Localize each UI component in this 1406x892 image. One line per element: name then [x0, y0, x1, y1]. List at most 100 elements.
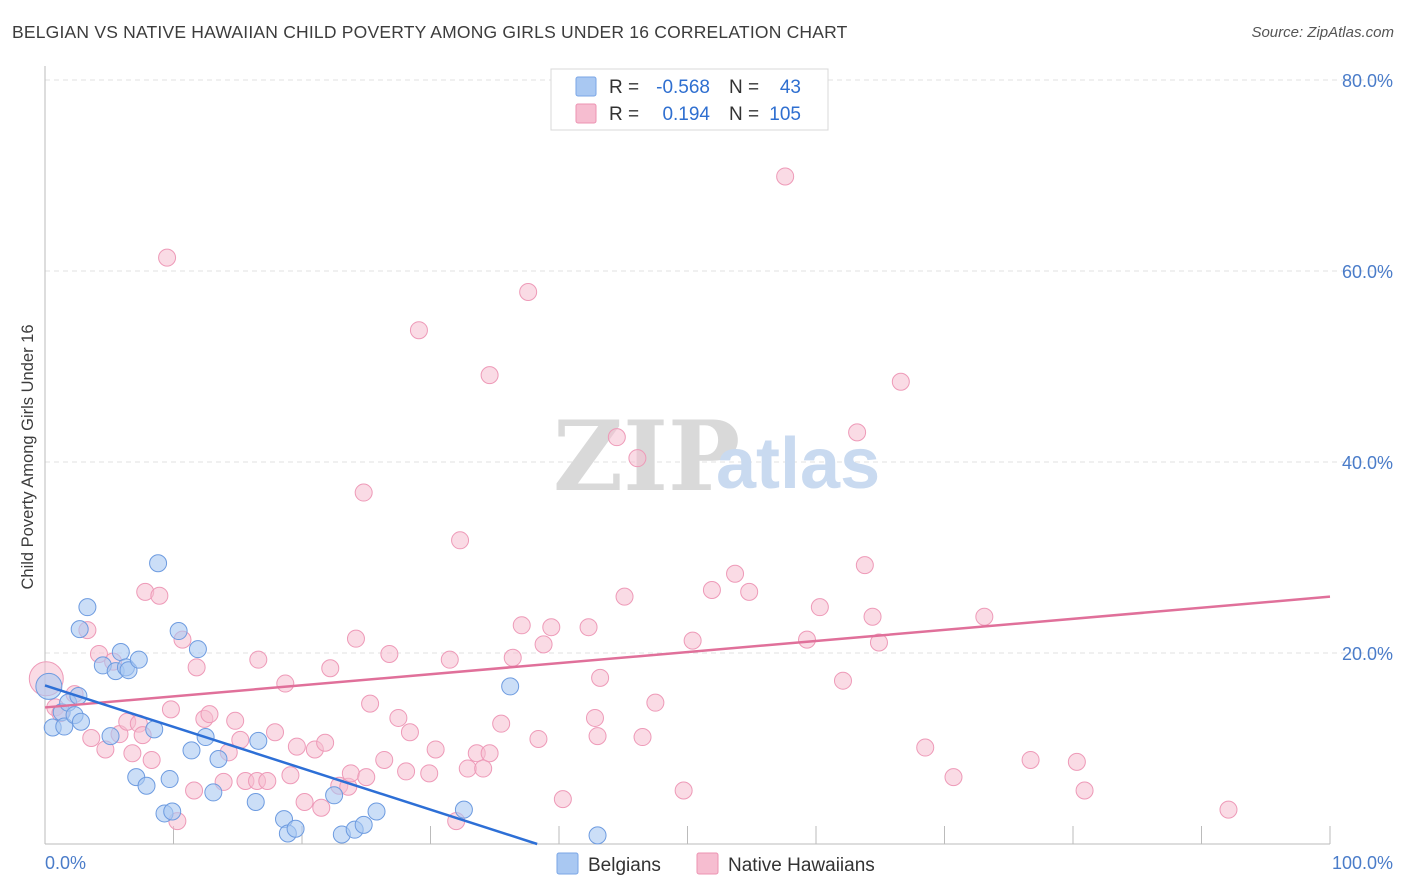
native-hawaiian-point — [287, 737, 306, 756]
native-hawaiian-point — [975, 607, 994, 626]
native-hawaiian-point — [295, 792, 314, 811]
native-hawaiian-point — [633, 728, 652, 747]
belgian-point — [588, 826, 607, 845]
native-hawaiian-point — [1021, 750, 1040, 769]
native-hawaiian-point — [161, 700, 180, 719]
native-hawaiian-point — [863, 607, 882, 626]
watermark: ZIP atlas — [553, 400, 880, 513]
native-hawaiian-point — [1067, 752, 1086, 771]
native-hawaiian-point — [726, 564, 745, 583]
native-hawaiian-point — [341, 764, 360, 783]
native-hawaiian-point — [585, 708, 604, 727]
native-hawaiian-point — [833, 671, 852, 690]
belgian-point — [78, 598, 97, 617]
native-hawaiian-point — [579, 618, 598, 637]
native-hawaiian-point — [1075, 781, 1094, 800]
native-hawaiian-point — [512, 616, 531, 635]
native-hawaiian-point — [628, 449, 647, 468]
native-hawaiian-point — [810, 598, 829, 617]
native-hawaiian-point — [187, 658, 206, 677]
belgian-point — [246, 792, 265, 811]
belgian-point — [169, 622, 188, 641]
belgian-point — [249, 731, 268, 750]
native-hawaiian-point — [400, 723, 419, 742]
native-hawaiian-point — [798, 630, 817, 649]
native-hawaiian-point — [607, 428, 626, 447]
native-hawaiian-point — [321, 659, 340, 678]
native-hawaiian-point — [316, 733, 335, 752]
belgian-point — [182, 741, 201, 760]
x-tick-label: 100.0% — [1332, 853, 1393, 873]
native-hawaiian-point — [380, 644, 399, 663]
belgian-trend-line — [44, 684, 538, 846]
native-hawaiian-point — [944, 768, 963, 787]
native-hawaiian-point — [848, 423, 867, 442]
belgian-point — [163, 802, 182, 821]
y-tick-labels: 20.0% 40.0% 60.0% 80.0% — [1342, 71, 1393, 664]
native-hawaiian-point — [361, 694, 380, 713]
belgian-point — [209, 750, 228, 769]
native-hawaiian-point — [542, 618, 561, 637]
native-hawaiian-point — [150, 586, 169, 605]
trend-lines — [44, 595, 1331, 846]
native-hawaiian-point — [503, 648, 522, 667]
native-hawaiian-trend-line — [44, 595, 1331, 709]
native-hawaiian-point — [346, 629, 365, 648]
belgian-point — [101, 727, 120, 746]
native-hawaiian-point — [158, 248, 177, 267]
legend-swatch-native-hawaiians — [575, 103, 597, 124]
native-hawaiian-point — [375, 750, 394, 769]
source-note: Source: ZipAtlas.com — [1251, 24, 1394, 41]
chart-title: BELGIAN VS NATIVE HAWAIIAN CHILD POVERTY… — [12, 22, 848, 42]
belgian-point — [286, 819, 305, 838]
legend-swatch-belgians — [575, 76, 597, 97]
legend-n-value-native-hawaiians: 105 — [769, 104, 801, 125]
native-hawaiian-point — [1219, 800, 1238, 819]
belgian-point — [325, 786, 344, 805]
correlation-legend: R = -0.568 N = 43 R = 0.194 N = 105 — [550, 68, 829, 131]
native-hawaiian-point — [534, 635, 553, 654]
native-hawaiian-point — [266, 723, 285, 742]
native-hawaiian-point — [588, 727, 607, 746]
belgian-point — [501, 677, 520, 696]
native-hawaiian-point — [480, 744, 499, 763]
native-hawaiian-point — [281, 766, 300, 785]
native-hawaiian-point — [258, 771, 277, 790]
native-hawaiian-point — [440, 650, 459, 669]
native-hawaiian-point — [683, 631, 702, 650]
belgian-point — [70, 620, 89, 639]
series-legend: Belgians Native Hawaiians — [556, 852, 875, 876]
legend-frame — [550, 68, 829, 131]
legend-n-label-belgians: N = — [729, 77, 759, 98]
y-tick-label: 60.0% — [1342, 262, 1393, 282]
native-hawaiian-point — [409, 321, 428, 340]
native-hawaiian-point — [591, 668, 610, 687]
native-hawaiian-point — [646, 693, 665, 712]
belgian-point — [129, 650, 148, 669]
legend-r-value-native-hawaiians: 0.194 — [662, 104, 710, 125]
native-hawaiian-point — [185, 781, 204, 800]
watermark-zip: ZIP — [553, 400, 740, 513]
legend-r-label-native-hawaiians: R = — [609, 104, 639, 125]
native-hawaiian-point — [855, 556, 874, 575]
legend-r-label-belgians: R = — [609, 77, 639, 98]
native-hawaiian-point — [776, 167, 795, 186]
native-hawaiian-point — [740, 582, 759, 601]
belgian-point — [354, 815, 373, 834]
native-hawaiian-point — [458, 759, 477, 778]
native-hawaiian-point — [226, 711, 245, 730]
native-hawaiian-point — [420, 764, 439, 783]
native-hawaiian-point — [480, 366, 499, 385]
native-hawaiian-point — [702, 580, 721, 599]
native-hawaiian-point — [389, 708, 408, 727]
native-hawaiian-point — [276, 674, 295, 693]
native-hawaiian-point — [492, 714, 511, 733]
legend-r-value-belgians: -0.568 — [656, 77, 710, 98]
native-hawaiian-point — [529, 729, 548, 748]
native-hawaiian-point — [426, 740, 445, 759]
x-tick-labels: 0.0% 100.0% — [45, 853, 1393, 873]
y-axis-label: Child Poverty Among Girls Under 16 — [19, 324, 37, 589]
native-hawaiian-point — [397, 762, 416, 781]
native-hawaiian-point — [553, 790, 572, 809]
